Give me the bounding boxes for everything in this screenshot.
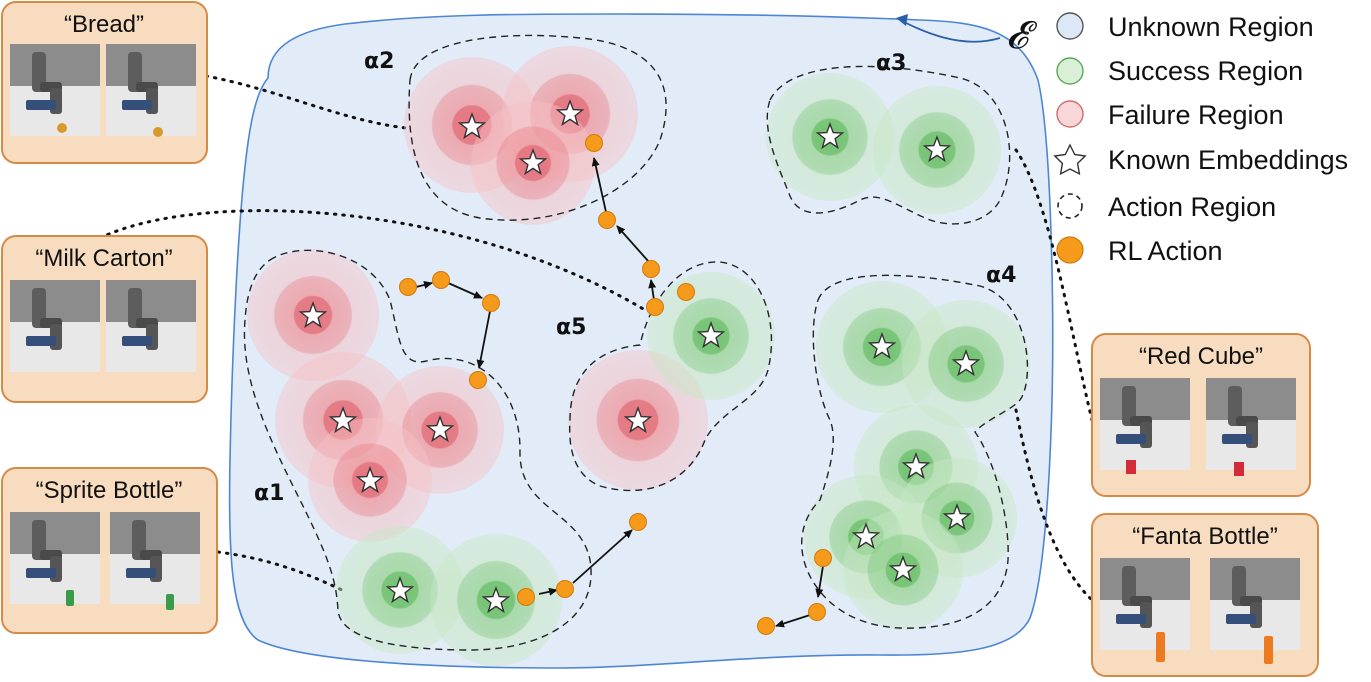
rl-action-dot (808, 603, 826, 621)
card-sprite: “Sprite Bottle” (1, 467, 218, 634)
known-embedding-star-icon (425, 414, 455, 443)
card-connectors (98, 74, 1094, 602)
card-photo-bread-1 (10, 44, 100, 136)
rl-action-arrows (415, 157, 824, 628)
card-redcube: “Red Cube” (1091, 333, 1311, 497)
legend: Unknown Region Success Region Failure Re… (1053, 12, 1348, 266)
known-embedding-star-icon (481, 585, 511, 614)
legend-action-region: Action Region (1108, 192, 1276, 222)
region-label-a3: α3 (876, 51, 906, 76)
rl-action-dot (646, 298, 664, 316)
known-embedding-star-icon (888, 554, 918, 583)
rl-action-dot (598, 211, 616, 229)
action-region-a5 (568, 261, 773, 492)
region-label-a1: α1 (254, 481, 284, 506)
rl-action-dot (677, 283, 695, 301)
known-embedding-star-icon (901, 451, 931, 480)
card-fanta: “Fanta Bottle” (1091, 513, 1319, 677)
rl-action-dot (469, 371, 487, 389)
region-label-a4: α4 (986, 263, 1016, 288)
card-photo-milk-1 (10, 280, 100, 372)
legend-failure: Failure Region (1108, 100, 1284, 130)
known-embedding-star-icon (951, 348, 981, 377)
known-embedding-star-icon (298, 300, 328, 329)
card-label-sprite: “Sprite Bottle” (36, 477, 183, 504)
unknown-swatch-icon (1056, 12, 1084, 40)
rl-action-dot (585, 134, 603, 152)
dashed-circle-icon (1057, 193, 1083, 219)
action-region-a3 (766, 65, 1011, 225)
rl-action-dot (757, 617, 775, 635)
legend-rl-action: RL Action (1108, 236, 1223, 266)
card-photo-sprite-1 (10, 512, 100, 604)
known-embedding-star-icon (922, 134, 952, 163)
known-embedding-star-icon (942, 502, 972, 531)
rl-action-dot (517, 588, 535, 606)
card-photo-redcube-2 (1206, 378, 1296, 470)
action-region-a2 (408, 34, 667, 221)
known-embedding-star-icon (518, 147, 548, 176)
card-label-fanta: “Fanta Bottle” (1132, 523, 1277, 550)
legend-known: Known Embeddings (1108, 145, 1348, 175)
known-embedding-star-icon (555, 98, 585, 127)
legend-unknown: Unknown Region (1108, 12, 1314, 42)
rl-action-dot (556, 580, 574, 598)
rl-action-dots (399, 134, 832, 635)
rl-action-dot (399, 278, 417, 296)
card-photo-fanta-2 (1210, 558, 1300, 650)
epsilon-symbol: 𝓔 (1006, 13, 1038, 57)
failure-swatch-icon (1056, 100, 1084, 128)
card-photo-bread-2 (106, 44, 196, 136)
card-label-milk: “Milk Carton” (35, 245, 172, 272)
known-embedding-star-icon (623, 405, 653, 434)
card-milk: “Milk Carton” (1, 235, 208, 403)
known-embeddings (298, 98, 981, 614)
known-embedding-star-icon (815, 121, 845, 150)
card-bread: “Bread” (1, 1, 208, 164)
action-regions (243, 34, 1029, 651)
known-embedding-star-icon (867, 331, 897, 360)
rl-action-dot (814, 549, 832, 567)
rl-action-swatch-icon (1056, 236, 1084, 264)
legend-success: Success Region (1108, 56, 1303, 86)
known-embedding-star-icon (355, 465, 385, 494)
rl-action-dot (482, 294, 500, 312)
known-embedding-star-icon (457, 111, 487, 140)
success-swatch-icon (1056, 57, 1084, 85)
known-embedding-star-icon (328, 405, 358, 434)
known-embedding-star-icon (385, 575, 415, 604)
card-photo-milk-2 (106, 280, 196, 372)
card-photo-redcube-1 (1100, 378, 1190, 470)
rl-action-dot (432, 271, 450, 289)
known-embedding-star-icon (696, 320, 726, 349)
embedding-circles (247, 46, 1030, 666)
card-label-redcube: “Red Cube” (1139, 343, 1263, 370)
rl-action-dot (629, 513, 647, 531)
card-photo-sprite-2 (110, 512, 200, 604)
rl-action-dot (642, 260, 660, 278)
star-icon (1053, 143, 1087, 176)
action-region-a1 (243, 249, 592, 651)
card-photo-fanta-1 (1100, 558, 1190, 650)
region-label-a2: α2 (364, 49, 394, 74)
region-label-a5: α5 (556, 315, 586, 340)
known-embedding-star-icon (851, 521, 881, 550)
action-region-a4 (801, 274, 1029, 629)
epsilon-arrow (899, 19, 1001, 43)
card-label-bread: “Bread” (64, 11, 144, 38)
